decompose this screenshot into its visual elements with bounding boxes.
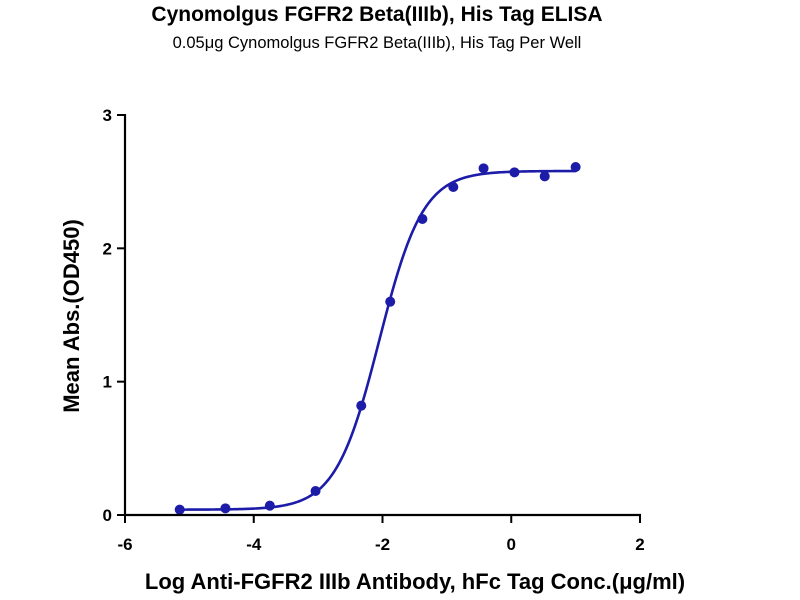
y-axis-ticks: 0 1 2 3 xyxy=(103,106,125,525)
y-tick-label: 0 xyxy=(103,506,112,525)
data-point xyxy=(356,400,367,411)
y-axis-label: Mean Abs.(OD450) xyxy=(59,219,84,413)
x-axis-ticks: -6 -4 -2 0 2 xyxy=(117,515,645,554)
data-point xyxy=(448,182,459,192)
data-point xyxy=(478,163,489,174)
data-point xyxy=(509,167,520,178)
x-tick-label: -2 xyxy=(375,535,390,554)
x-tick-label: 2 xyxy=(635,535,644,554)
y-tick-label: 3 xyxy=(103,106,112,125)
chart-title: Cynomolgus FGFR2 Beta(IIIb), His Tag ELI… xyxy=(151,3,602,26)
data-point xyxy=(174,504,185,515)
x-tick-label: 0 xyxy=(507,535,516,554)
fit-curve xyxy=(178,169,577,511)
data-point xyxy=(385,296,396,307)
x-tick-label: -6 xyxy=(117,535,132,554)
x-axis-label: Log Anti-FGFR2 IIIb Antibody, hFc Tag Co… xyxy=(145,569,685,594)
y-tick-label: 2 xyxy=(103,239,112,258)
data-point xyxy=(539,171,550,182)
x-tick-label: -4 xyxy=(246,535,262,554)
data-point xyxy=(264,500,275,511)
data-point xyxy=(417,214,428,224)
data-point xyxy=(310,486,321,496)
data-point xyxy=(220,503,231,514)
plot-area xyxy=(174,162,581,515)
data-point xyxy=(570,162,581,172)
y-tick-label: 1 xyxy=(103,373,112,392)
chart-subtitle: 0.05μg Cynomolgus FGFR2 Beta(IIIb), His … xyxy=(173,34,582,52)
